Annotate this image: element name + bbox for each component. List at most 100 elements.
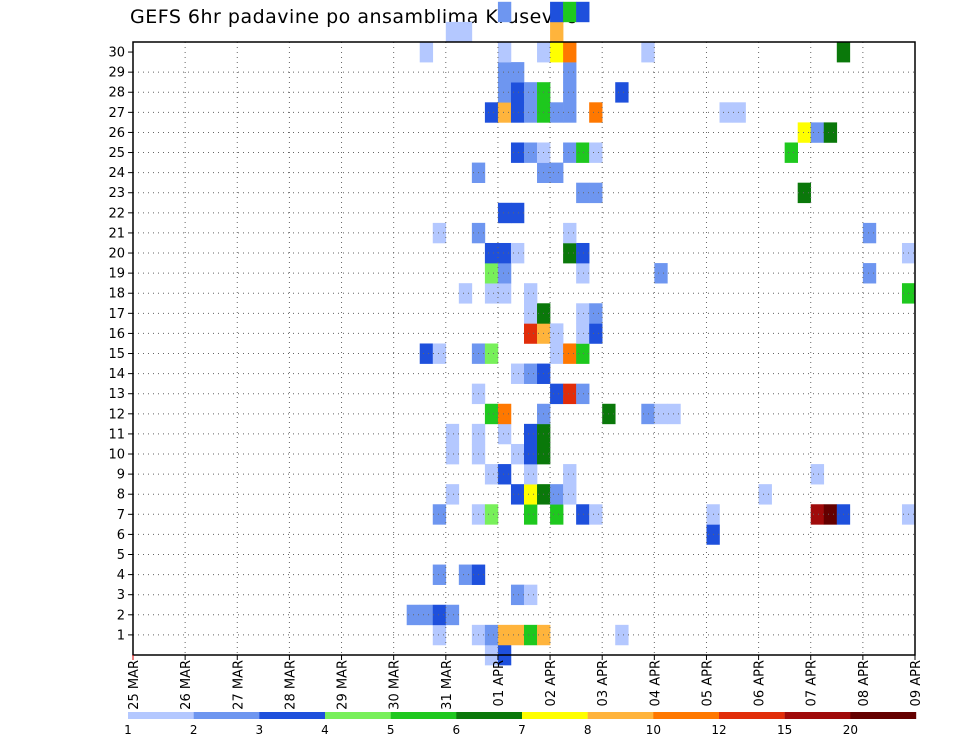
y-tick-label: 21 (108, 226, 125, 241)
data-cell (615, 624, 629, 646)
colorbar-label: 2 (190, 723, 198, 737)
y-tick-label: 2 (117, 608, 125, 623)
colorbar-segment (193, 712, 260, 719)
data-cell (510, 443, 525, 465)
data-cell (823, 122, 838, 143)
x-tick-label: 26 MAR (179, 660, 194, 710)
data-cell (550, 1, 564, 23)
data-cell (563, 62, 577, 83)
data-cell (497, 1, 512, 23)
colorbar-label: 1 (124, 723, 132, 737)
data-cell (836, 42, 851, 63)
colorbar-label: 5 (387, 723, 395, 737)
data-cell (510, 62, 525, 83)
data-cell (484, 464, 499, 485)
x-tick-label: 31 MAR (440, 660, 455, 710)
y-tick-label: 6 (117, 528, 125, 543)
colorbar-segment (653, 712, 720, 719)
data-cell (419, 343, 434, 364)
data-cell (589, 182, 603, 204)
data-cell (432, 343, 447, 364)
data-cell (445, 21, 460, 43)
data-cell (576, 182, 590, 204)
colorbar-label: 15 (777, 723, 792, 737)
data-cell (563, 484, 577, 505)
data-cell (550, 102, 564, 123)
data-cell (524, 423, 538, 445)
data-cell (497, 242, 512, 264)
data-cell (510, 202, 525, 224)
data-cell (497, 102, 512, 123)
data-cell (550, 383, 564, 405)
data-cell (419, 604, 434, 626)
y-tick-label: 12 (108, 407, 125, 422)
y-tick-label: 14 (108, 367, 125, 382)
x-tick-label: 09 APR (909, 660, 924, 706)
y-tick-label: 10 (108, 448, 125, 463)
data-cell (576, 303, 590, 324)
colorbar-label: 20 (843, 723, 858, 737)
data-cell (497, 42, 512, 63)
y-tick-label: 9 (117, 468, 125, 483)
data-cell (784, 142, 798, 163)
data-cell (432, 222, 447, 244)
x-tick-label: 30 MAR (388, 660, 403, 710)
colorbar-label: 10 (646, 723, 661, 737)
x-tick-label: 27 MAR (231, 660, 246, 710)
data-cell (810, 504, 825, 525)
data-cell (576, 504, 590, 525)
x-tick-label: 01 APR (492, 660, 507, 706)
y-tick-label: 1 (117, 628, 125, 643)
data-cell (589, 102, 603, 123)
data-cell (510, 363, 525, 384)
data-cell (563, 1, 577, 23)
data-cell (576, 323, 590, 344)
data-cell (524, 82, 538, 103)
colorbar-label: 6 (453, 723, 461, 737)
data-cell (510, 484, 525, 505)
data-cell (550, 484, 564, 505)
data-cell (797, 182, 812, 204)
y-tick-label: 27 (108, 106, 125, 121)
x-tick-label: 29 MAR (336, 660, 351, 710)
data-cell (589, 142, 603, 163)
data-cell (563, 42, 577, 63)
data-cell (524, 283, 538, 304)
data-cell (445, 484, 460, 505)
colorbar-segment (456, 712, 523, 719)
data-cell (563, 82, 577, 103)
data-cell (576, 142, 590, 163)
data-cell (524, 624, 538, 646)
data-cell (550, 162, 564, 183)
data-cell (576, 263, 590, 284)
data-cell (497, 624, 512, 646)
data-cell (524, 363, 538, 384)
data-cell (537, 42, 551, 63)
x-tick-label: 07 APR (805, 660, 820, 706)
y-tick-label: 23 (108, 186, 125, 201)
colorbar-segment (522, 712, 588, 719)
data-cell (550, 343, 564, 364)
x-tick-label: 25 MAR (127, 660, 142, 710)
data-cell (510, 624, 525, 646)
y-tick-label: 5 (117, 548, 125, 563)
y-tick-label: 16 (108, 327, 125, 342)
data-cell (823, 504, 838, 525)
data-cell (563, 343, 577, 364)
y-tick-label: 18 (108, 287, 125, 302)
data-cell (510, 584, 525, 606)
data-cell (797, 122, 812, 143)
data-cell (550, 504, 564, 525)
x-tick-label: 28 MAR (283, 660, 298, 710)
data-cell (510, 142, 525, 163)
data-cell (550, 21, 564, 43)
data-cell (484, 504, 499, 525)
data-cell (615, 82, 629, 103)
data-cell (524, 484, 538, 505)
y-tick-label: 28 (108, 86, 125, 101)
colorbar-segment (325, 712, 391, 719)
x-tick-label: 03 APR (596, 660, 611, 706)
data-cell (563, 383, 577, 405)
data-cell (419, 42, 434, 63)
